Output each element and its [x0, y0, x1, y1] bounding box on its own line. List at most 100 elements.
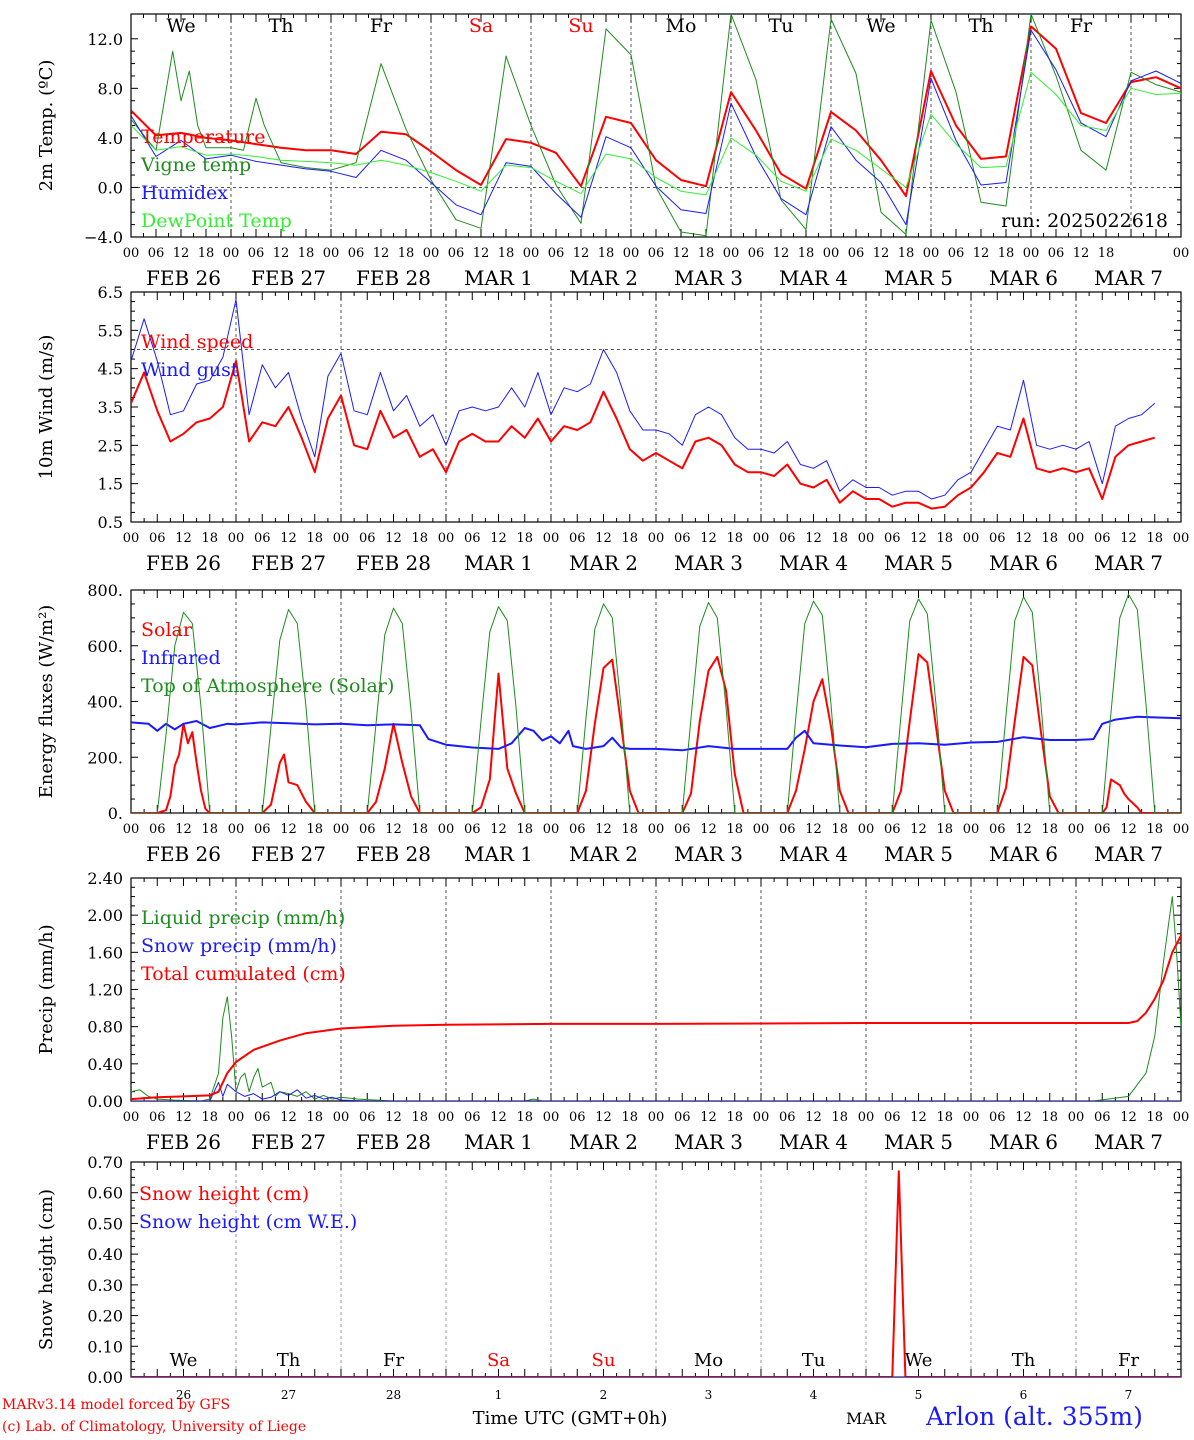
hour-label: 06 [779, 822, 796, 837]
panel-5: 0.00 0.10 0.20 0.30 0.40 0.50 0.60 0.70 Snow hei… [36, 1153, 1182, 1429]
series-line-wind-speed [131, 360, 1156, 510]
hour-label: 18 [1146, 1110, 1163, 1125]
hour-label: 06 [254, 1110, 271, 1125]
hour-label: 06 [359, 822, 376, 837]
hour-label: 00 [858, 822, 875, 837]
hour-label: 18 [298, 246, 315, 261]
weekday-label: We [866, 15, 895, 37]
hour-label: 06 [674, 1110, 691, 1125]
hour-label: 06 [464, 822, 481, 837]
hour-label: 00 [1068, 531, 1085, 546]
hour-label: 00 [623, 246, 640, 261]
series-line-snow-height-cm [131, 1170, 1181, 1377]
hour-label: 06 [569, 1110, 586, 1125]
hour-label: 12 [573, 246, 590, 261]
hour-label: 12 [490, 531, 507, 546]
y-tick-label: 2.40 [87, 869, 123, 888]
panel-1: −4.0 0.0 4.0 8.0 12.0 2m Temp. (ºC) Temperatur… [36, 13, 1189, 290]
y-axis-label: Snow height (cm) [36, 1189, 57, 1350]
hour-label: 18 [598, 246, 615, 261]
hour-label: 18 [1146, 531, 1163, 546]
y-tick-label: 0.40 [87, 1245, 123, 1264]
hour-label: 06 [779, 531, 796, 546]
date-label: MAR 2 [569, 266, 638, 290]
hour-label: 12 [280, 1110, 297, 1125]
date-label: MAR 4 [779, 842, 848, 866]
weekday-label: Su [568, 15, 593, 37]
hour-label: 18 [516, 822, 533, 837]
hour-label: 06 [149, 1110, 166, 1125]
hour-label: 12 [873, 246, 890, 261]
date-label: MAR 3 [674, 551, 743, 575]
hour-label: 06 [989, 822, 1006, 837]
hour-label: 18 [1041, 531, 1058, 546]
hour-label: 18 [516, 1110, 533, 1125]
hour-label: 12 [805, 1110, 822, 1125]
hour-label: 12 [910, 1110, 927, 1125]
date-label: FEB 27 [251, 551, 326, 575]
hour-label: 12 [175, 1110, 192, 1125]
hour-label: 06 [1094, 531, 1111, 546]
y-tick-label: 0.00 [87, 1092, 123, 1111]
hour-label: 18 [498, 246, 515, 261]
hour-label: 18 [398, 246, 415, 261]
legend-entry: Snow height (cm W.E.) [139, 1211, 357, 1233]
hour-label: 18 [831, 822, 848, 837]
hour-label: 00 [438, 822, 455, 837]
hour-label: 00 [1023, 246, 1040, 261]
hour-label: 12 [700, 822, 717, 837]
weekday-label: We [166, 15, 195, 37]
hour-label: 00 [923, 246, 940, 261]
y-tick-label: 0.0 [98, 178, 123, 197]
date-label: MAR 3 [674, 1130, 743, 1154]
hour-label: 18 [726, 531, 743, 546]
date-label: FEB 28 [356, 266, 431, 290]
hour-label: 12 [700, 1110, 717, 1125]
hour-label: 18 [411, 1110, 428, 1125]
y-tick-label: 800. [87, 581, 123, 600]
hour-label: 12 [773, 246, 790, 261]
legend-entry: Infrared [141, 647, 221, 669]
date-label: MAR 7 [1094, 266, 1163, 290]
day-number: 5 [915, 1388, 923, 1402]
day-number: 6 [1020, 1388, 1028, 1402]
hour-label: 18 [726, 822, 743, 837]
hour-label: 06 [884, 822, 901, 837]
y-tick-label: 0.00 [87, 1368, 123, 1387]
hour-label: 00 [1068, 822, 1085, 837]
date-label: MAR 7 [1094, 1130, 1163, 1154]
hour-label: 12 [910, 531, 927, 546]
legend-entry: Wind gust [141, 359, 239, 381]
hour-label: 00 [438, 531, 455, 546]
y-axis-label: 2m Temp. (ºC) [36, 60, 57, 192]
weekday-label: Th [1012, 1350, 1036, 1371]
date-label: FEB 26 [146, 266, 221, 290]
legend-entry: Solar [141, 619, 193, 641]
weekday-label: Tu [802, 1350, 826, 1371]
hour-label: 06 [448, 246, 465, 261]
hour-label: 12 [910, 822, 927, 837]
date-label: MAR 2 [569, 842, 638, 866]
hour-label: 00 [753, 1110, 770, 1125]
hour-label: 06 [359, 1110, 376, 1125]
date-label: MAR 5 [884, 266, 953, 290]
hour-label: 00 [438, 1110, 455, 1125]
hour-label: 12 [1120, 822, 1137, 837]
weekday-label: Mo [666, 15, 697, 37]
date-label: MAR 5 [884, 842, 953, 866]
weekday-label: Sa [487, 1350, 510, 1371]
date-label: MAR 1 [464, 266, 533, 290]
hour-label: 12 [280, 822, 297, 837]
legend-entry: Vigne temp [140, 154, 251, 176]
y-tick-label: 4.0 [98, 129, 123, 148]
hour-label: 06 [348, 246, 365, 261]
hour-label: 12 [1120, 1110, 1137, 1125]
hour-label: 00 [963, 822, 980, 837]
legend-entry: Humidex [141, 182, 228, 204]
hour-label: 12 [385, 531, 402, 546]
month-label: MAR [846, 1409, 887, 1428]
series-line-infrared [131, 715, 1181, 752]
weekday-label: We [170, 1350, 198, 1371]
date-label: MAR 3 [674, 266, 743, 290]
hour-label: 06 [989, 1110, 1006, 1125]
